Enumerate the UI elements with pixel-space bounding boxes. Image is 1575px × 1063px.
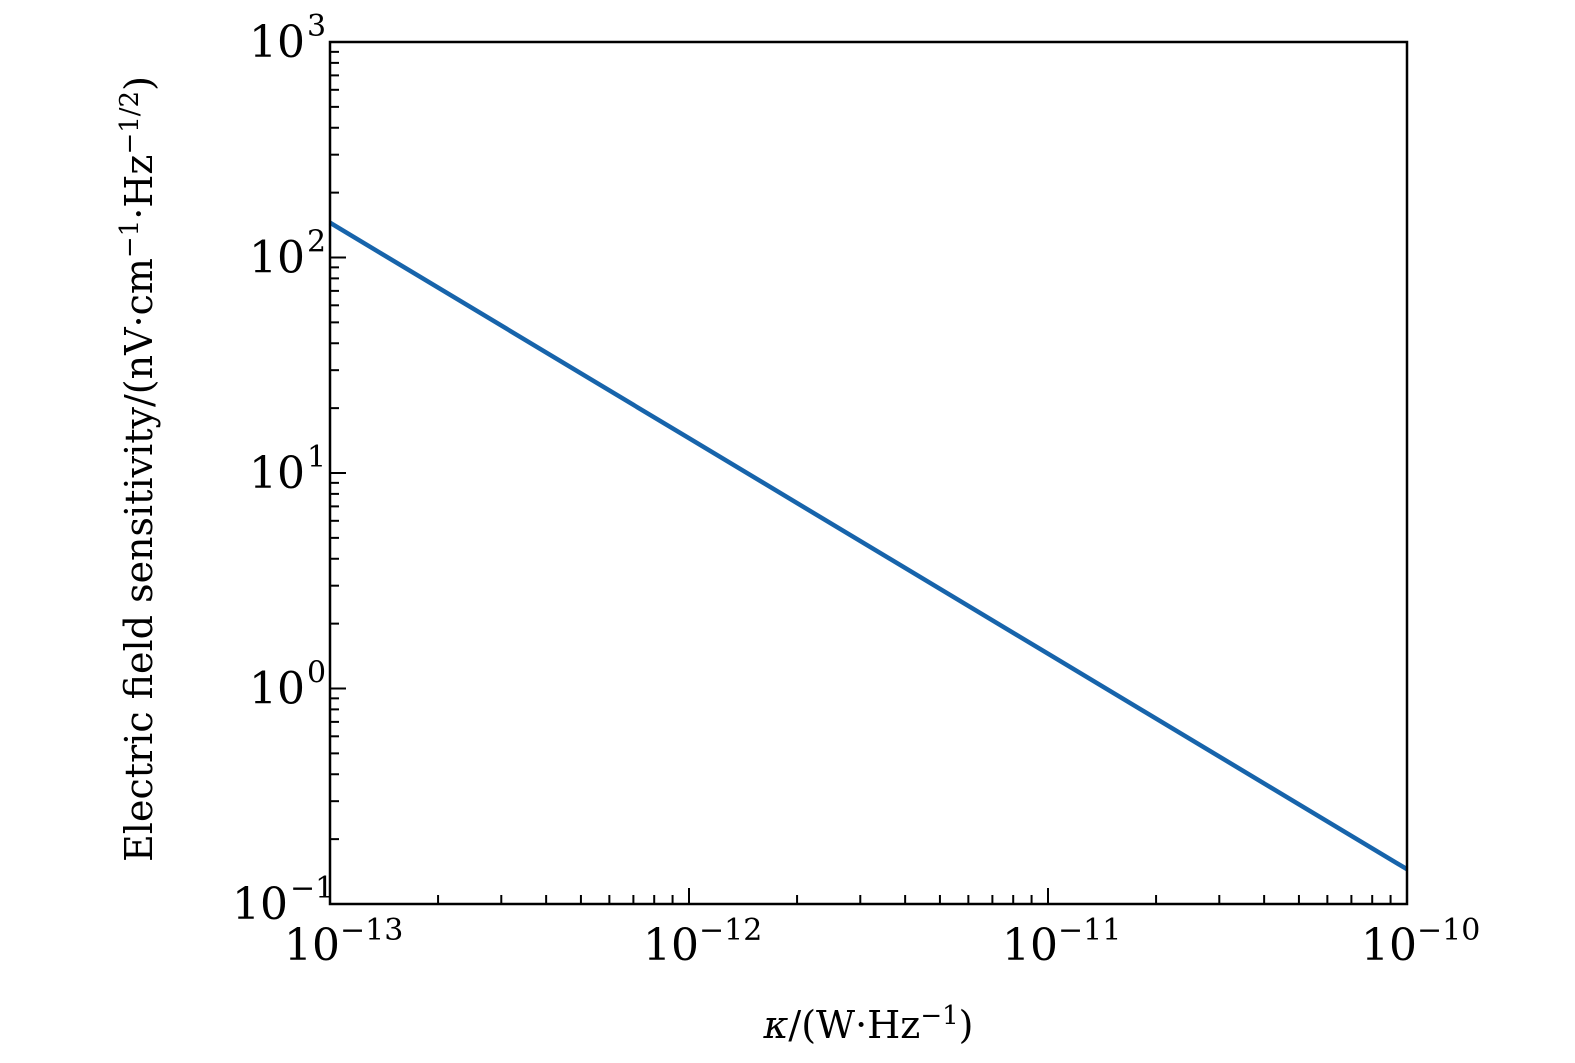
- x-axis-title: κ/(W·Hz−1): [762, 1001, 973, 1047]
- x-tick-label: 10: [1361, 920, 1417, 971]
- x-tick-label-exponent: −13: [340, 913, 403, 948]
- y-tick-label: 10: [249, 17, 305, 68]
- x-tick-label: 10: [643, 920, 699, 971]
- y-tick-label-exponent: 2: [307, 225, 326, 260]
- x-tick-label-exponent: −10: [1417, 913, 1480, 948]
- plot-series: [328, 220, 1409, 872]
- x-tick-label-exponent: −12: [699, 913, 762, 948]
- y-tick-label-exponent: −1: [290, 871, 334, 906]
- y-tick-label: 10: [249, 233, 305, 284]
- axis-titles: κ/(W·Hz−1) Electric field sensitivity/(nV…: [115, 76, 974, 1047]
- y-tick-label-exponent: 3: [307, 9, 326, 44]
- y-tick-label: 10: [249, 664, 305, 715]
- x-tick-label-exponent: −11: [1058, 913, 1121, 948]
- y-tick-label: 10: [232, 879, 288, 930]
- y-axis-title: Electric field sensitivity/(nV·cm−1·Hz−1…: [115, 76, 161, 862]
- x-tick-label: 10: [1002, 920, 1058, 971]
- series-line-1: [328, 220, 1409, 872]
- x-tick-label: 10: [284, 920, 340, 971]
- y-tick-label-exponent: 1: [307, 440, 326, 475]
- axis-ticks: [329, 41, 1408, 905]
- y-tick-label: 10: [249, 448, 305, 499]
- y-tick-label-exponent: 0: [307, 656, 326, 691]
- plot-frame: [328, 40, 1409, 906]
